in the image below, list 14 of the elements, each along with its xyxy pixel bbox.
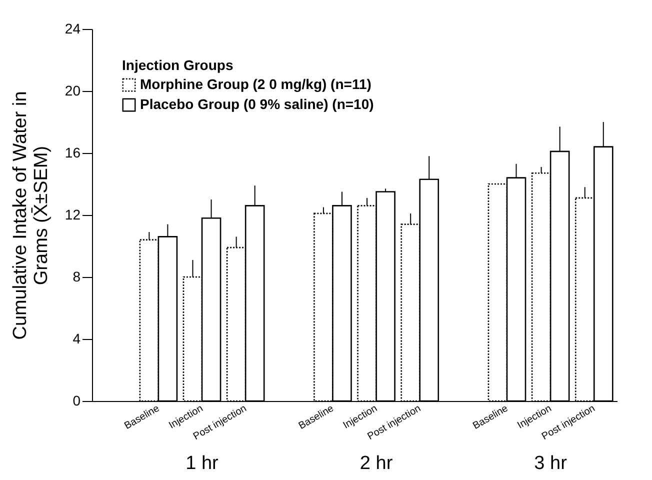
y-tick-label: 16 (64, 144, 81, 160)
y-tick-label: 4 (72, 330, 81, 346)
y-tick-label: 20 (64, 82, 81, 98)
text: 3 hr (534, 453, 568, 474)
text: 1 hr (186, 453, 220, 474)
y-tick-label: 24 (64, 20, 81, 36)
y-tick-label: 8 (72, 268, 81, 284)
legend-label: Morphine Group (2 0 mg/kg) (n=11) (140, 76, 372, 92)
y-tick-label: 0 (72, 392, 81, 408)
y-axis-title: Cumulative Intake of Water in Grams (X̄±SEM) (10, 91, 52, 340)
text: 2 hr (360, 453, 394, 474)
legend-title: Injection Groups (122, 57, 234, 73)
legend-label: Placebo Group (0 9% saline) (n=10) (140, 96, 374, 112)
y-tick-label: 12 (64, 206, 81, 222)
